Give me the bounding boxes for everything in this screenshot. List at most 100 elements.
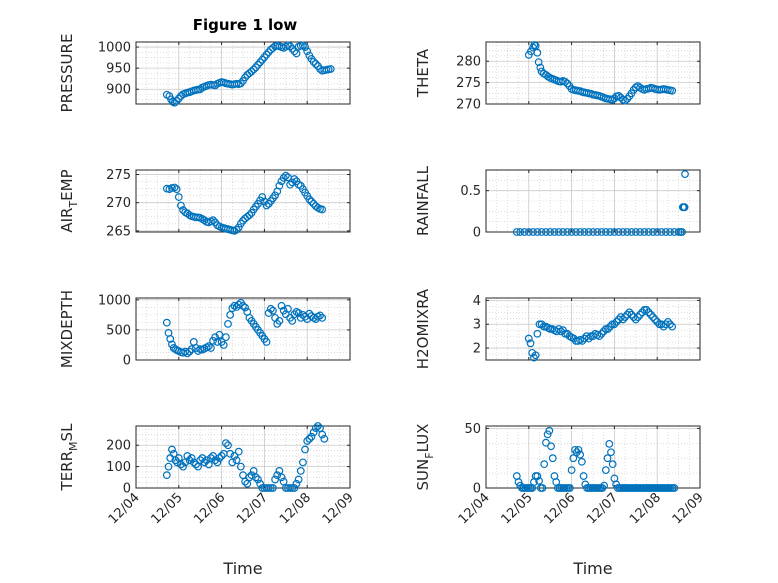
sun_flux-point (545, 426, 554, 435)
rainfall-point (520, 228, 529, 236)
rainfall-point (657, 228, 666, 236)
terr_msl-point (309, 428, 318, 437)
terr_msl-point (192, 460, 200, 469)
h2omixra-point (610, 320, 619, 329)
air_temp-point (170, 183, 179, 192)
rainfall-ylabel: RAINFALL (414, 165, 432, 236)
mixdepth-point (294, 309, 303, 317)
theta-point (561, 77, 570, 86)
pressure-point (290, 47, 299, 56)
terr_msl-point (164, 462, 173, 471)
mixdepth-axes: 0 500 1000 MIXDEPTH (58, 290, 351, 369)
rainfall-point (529, 228, 537, 236)
pressure-point (256, 58, 265, 67)
mixdepth-point (262, 338, 271, 346)
h2omixra-point (535, 320, 544, 329)
terr_msl-point (290, 484, 299, 492)
rainfall-point (614, 228, 623, 236)
air_temp-point (318, 205, 327, 214)
mixdepth-point (211, 333, 220, 342)
terr_msl-xtick-label: 12/08 (277, 490, 314, 527)
mixdepth-point (269, 306, 277, 315)
rainfall-point (563, 228, 572, 236)
rainfall-point (666, 228, 674, 236)
terr_msl-xtick-label: 12/05 (149, 490, 186, 527)
h2omixra-point (661, 320, 670, 329)
h2omixra-point (601, 325, 610, 333)
sun_flux-point (567, 466, 576, 475)
h2omixra-point (629, 313, 638, 321)
mixdepth-point (305, 309, 314, 318)
pressure-point (241, 73, 250, 82)
theta-ytick-label: 270 (456, 98, 481, 113)
terr_msl-point (314, 422, 322, 430)
mixdepth-point (290, 310, 299, 319)
sun_flux-point (533, 472, 542, 480)
terr_msl-point (292, 479, 301, 488)
rainfall-point (542, 228, 550, 236)
air_temp-ytick-label: 265 (106, 224, 131, 239)
rainfall-point (619, 228, 627, 236)
rainfall-point (644, 228, 653, 236)
rainfall-point (610, 228, 619, 236)
theta-axes-box (485, 41, 701, 105)
pressure-point (309, 57, 318, 66)
rainfall-point (533, 228, 542, 236)
terr_msl-point (251, 473, 260, 482)
terr_msl-point (266, 484, 275, 492)
mixdepth-point (277, 301, 286, 310)
sun_flux-point (605, 439, 614, 448)
air_temp-point (309, 199, 318, 208)
pressure-point (258, 55, 267, 64)
pressure-point (236, 79, 245, 88)
air_temp-ytick-label: 270 (106, 196, 131, 211)
h2omixra-point (604, 325, 612, 333)
air_temp-point (275, 181, 284, 190)
rainfall-point (653, 228, 662, 236)
air_temp-point (234, 223, 243, 232)
terr_msl-point (230, 452, 239, 460)
pressure-point (286, 42, 294, 51)
mixdepth-point (181, 347, 190, 356)
sun_flux-ytick-label: 0 (473, 482, 481, 497)
mixdepth-ytick-label: 1000 (98, 293, 131, 308)
h2omixra-point (546, 325, 555, 333)
theta-point (614, 91, 623, 100)
terr_msl-xtick-label: 12/07 (234, 490, 271, 527)
h2omixra-point (578, 337, 587, 345)
rainfall-ytick-label: 0.5 (460, 184, 481, 199)
h2omixra-point (659, 322, 668, 331)
h2omixra-point (526, 339, 535, 348)
pressure-point (301, 43, 309, 51)
sun_flux-xtick-label: 12/05 (499, 490, 536, 527)
pressure-point (177, 92, 185, 100)
terr_msl-point (206, 454, 215, 462)
pressure-point (262, 50, 271, 59)
pressure-point (196, 85, 205, 94)
terr_msl-point (215, 454, 224, 462)
mixdepth-point (239, 301, 247, 310)
rainfall-axes-box (485, 169, 701, 233)
mixdepth-point (213, 338, 222, 346)
sun_flux-point (601, 466, 610, 475)
h2omixra-point (625, 308, 634, 317)
terr_msl-point (211, 456, 220, 465)
terr_msl-point (224, 441, 232, 450)
sun_flux-point (542, 438, 550, 447)
h2omixra-point (651, 315, 659, 324)
pressure-point (299, 41, 307, 50)
terr_msl-point (273, 471, 282, 480)
pressure-point (254, 60, 262, 69)
sun_flux-xtick-label: 12/06 (541, 490, 578, 527)
terr_msl-point (179, 462, 187, 471)
rainfall-point (627, 228, 636, 236)
h2omixra-point (649, 313, 657, 321)
air_temp-point (307, 197, 316, 206)
rainfall-point (567, 228, 576, 236)
h2omixra-point (531, 351, 540, 360)
air_temp-point (281, 171, 290, 180)
h2omixra-point (606, 322, 615, 331)
rainfall-point (524, 228, 533, 236)
h2omixra-point (621, 313, 629, 321)
